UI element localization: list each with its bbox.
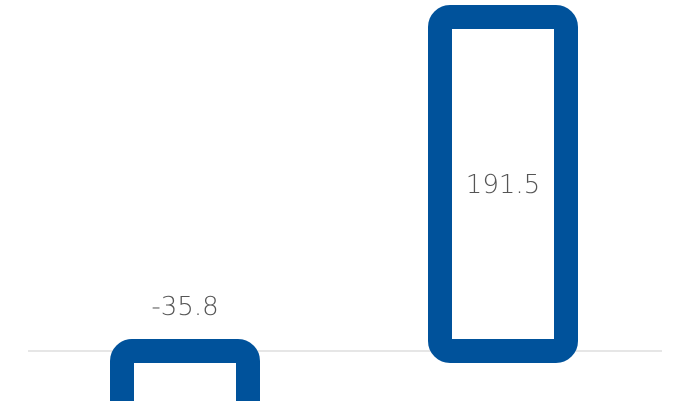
data-label-1: -35.8 [151,292,218,322]
data-label-2: 191.5 [466,170,540,200]
bar-value-1[interactable] [110,339,260,401]
bar-value-2[interactable] [428,5,578,363]
